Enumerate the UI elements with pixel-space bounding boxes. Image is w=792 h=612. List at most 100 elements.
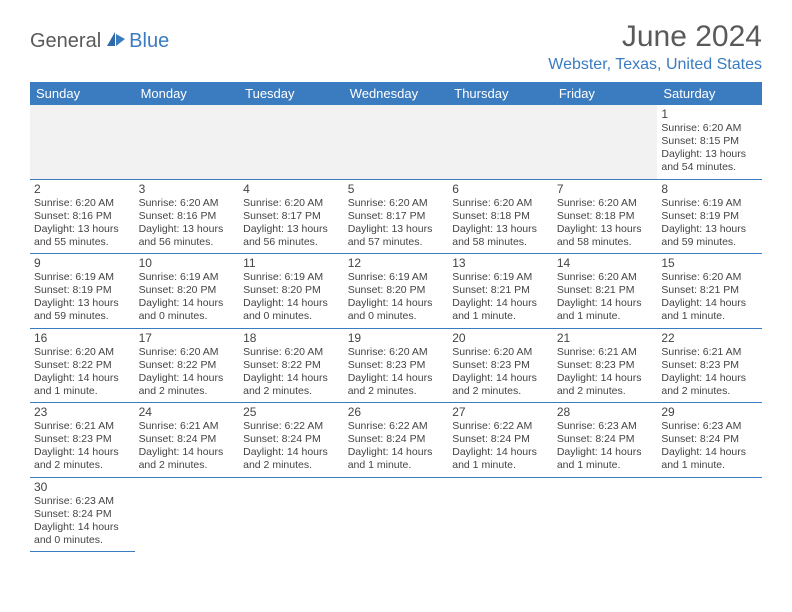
day-number: 20 (452, 331, 549, 345)
sunset-text: Sunset: 8:23 PM (348, 359, 445, 372)
day-info: Sunrise: 6:19 AMSunset: 8:19 PMDaylight:… (661, 197, 758, 250)
calendar-table: Sunday Monday Tuesday Wednesday Thursday… (30, 82, 762, 552)
day-info: Sunrise: 6:19 AMSunset: 8:20 PMDaylight:… (243, 271, 340, 324)
calendar-day-cell: 22Sunrise: 6:21 AMSunset: 8:23 PMDayligh… (657, 328, 762, 403)
calendar-day-cell: 19Sunrise: 6:20 AMSunset: 8:23 PMDayligh… (344, 328, 449, 403)
calendar-body: 1Sunrise: 6:20 AMSunset: 8:15 PMDaylight… (30, 105, 762, 552)
sunset-text: Sunset: 8:24 PM (557, 433, 654, 446)
calendar-day-cell: 17Sunrise: 6:20 AMSunset: 8:22 PMDayligh… (135, 328, 240, 403)
calendar-day-cell (448, 105, 553, 179)
calendar-day-cell: 1Sunrise: 6:20 AMSunset: 8:15 PMDaylight… (657, 105, 762, 179)
calendar-day-cell: 3Sunrise: 6:20 AMSunset: 8:16 PMDaylight… (135, 179, 240, 254)
day-info: Sunrise: 6:20 AMSunset: 8:23 PMDaylight:… (452, 346, 549, 399)
day-info: Sunrise: 6:23 AMSunset: 8:24 PMDaylight:… (34, 495, 131, 548)
day-info: Sunrise: 6:20 AMSunset: 8:21 PMDaylight:… (661, 271, 758, 324)
day-header: Wednesday (344, 82, 449, 105)
day-info: Sunrise: 6:20 AMSunset: 8:23 PMDaylight:… (348, 346, 445, 399)
daylight-text: Daylight: 14 hours and 1 minute. (661, 297, 758, 323)
sunset-text: Sunset: 8:18 PM (557, 210, 654, 223)
day-number: 15 (661, 256, 758, 270)
daylight-text: Daylight: 14 hours and 1 minute. (557, 297, 654, 323)
daylight-text: Daylight: 13 hours and 59 minutes. (661, 223, 758, 249)
sunrise-text: Sunrise: 6:23 AM (557, 420, 654, 433)
calendar-week-row: 30Sunrise: 6:23 AMSunset: 8:24 PMDayligh… (30, 477, 762, 552)
day-info: Sunrise: 6:22 AMSunset: 8:24 PMDaylight:… (348, 420, 445, 473)
day-number: 19 (348, 331, 445, 345)
calendar-day-cell: 23Sunrise: 6:21 AMSunset: 8:23 PMDayligh… (30, 403, 135, 478)
sunset-text: Sunset: 8:22 PM (34, 359, 131, 372)
day-number: 1 (661, 107, 758, 121)
sunset-text: Sunset: 8:23 PM (661, 359, 758, 372)
sunset-text: Sunset: 8:24 PM (34, 508, 131, 521)
sunrise-text: Sunrise: 6:20 AM (661, 271, 758, 284)
calendar-day-cell (239, 477, 344, 552)
month-title: June 2024 (548, 20, 762, 54)
sunrise-text: Sunrise: 6:22 AM (243, 420, 340, 433)
day-info: Sunrise: 6:21 AMSunset: 8:23 PMDaylight:… (557, 346, 654, 399)
day-info: Sunrise: 6:20 AMSunset: 8:18 PMDaylight:… (557, 197, 654, 250)
sunset-text: Sunset: 8:19 PM (661, 210, 758, 223)
calendar-day-cell: 29Sunrise: 6:23 AMSunset: 8:24 PMDayligh… (657, 403, 762, 478)
sunset-text: Sunset: 8:21 PM (452, 284, 549, 297)
sunrise-text: Sunrise: 6:20 AM (243, 197, 340, 210)
sunset-text: Sunset: 8:17 PM (348, 210, 445, 223)
daylight-text: Daylight: 14 hours and 2 minutes. (139, 446, 236, 472)
day-info: Sunrise: 6:20 AMSunset: 8:22 PMDaylight:… (139, 346, 236, 399)
sunrise-text: Sunrise: 6:20 AM (34, 197, 131, 210)
day-info: Sunrise: 6:20 AMSunset: 8:21 PMDaylight:… (557, 271, 654, 324)
day-info: Sunrise: 6:22 AMSunset: 8:24 PMDaylight:… (452, 420, 549, 473)
calendar-day-cell: 5Sunrise: 6:20 AMSunset: 8:17 PMDaylight… (344, 179, 449, 254)
day-header-row: Sunday Monday Tuesday Wednesday Thursday… (30, 82, 762, 105)
day-info: Sunrise: 6:21 AMSunset: 8:23 PMDaylight:… (34, 420, 131, 473)
daylight-text: Daylight: 14 hours and 0 minutes. (34, 521, 131, 547)
day-info: Sunrise: 6:23 AMSunset: 8:24 PMDaylight:… (661, 420, 758, 473)
daylight-text: Daylight: 14 hours and 0 minutes. (243, 297, 340, 323)
sunrise-text: Sunrise: 6:20 AM (557, 197, 654, 210)
sunrise-text: Sunrise: 6:20 AM (139, 197, 236, 210)
calendar-day-cell: 24Sunrise: 6:21 AMSunset: 8:24 PMDayligh… (135, 403, 240, 478)
sunset-text: Sunset: 8:24 PM (348, 433, 445, 446)
sunrise-text: Sunrise: 6:21 AM (557, 346, 654, 359)
daylight-text: Daylight: 14 hours and 2 minutes. (243, 372, 340, 398)
day-number: 4 (243, 182, 340, 196)
daylight-text: Daylight: 13 hours and 54 minutes. (661, 148, 758, 174)
calendar-week-row: 23Sunrise: 6:21 AMSunset: 8:23 PMDayligh… (30, 403, 762, 478)
sunrise-text: Sunrise: 6:21 AM (661, 346, 758, 359)
calendar-day-cell: 14Sunrise: 6:20 AMSunset: 8:21 PMDayligh… (553, 254, 658, 329)
day-info: Sunrise: 6:21 AMSunset: 8:23 PMDaylight:… (661, 346, 758, 399)
day-number: 14 (557, 256, 654, 270)
sunrise-text: Sunrise: 6:20 AM (139, 346, 236, 359)
sunset-text: Sunset: 8:18 PM (452, 210, 549, 223)
daylight-text: Daylight: 14 hours and 2 minutes. (348, 372, 445, 398)
daylight-text: Daylight: 14 hours and 0 minutes. (139, 297, 236, 323)
sunset-text: Sunset: 8:24 PM (452, 433, 549, 446)
calendar-week-row: 2Sunrise: 6:20 AMSunset: 8:16 PMDaylight… (30, 179, 762, 254)
daylight-text: Daylight: 14 hours and 2 minutes. (557, 372, 654, 398)
sunrise-text: Sunrise: 6:19 AM (661, 197, 758, 210)
sunset-text: Sunset: 8:22 PM (243, 359, 340, 372)
calendar-day-cell: 18Sunrise: 6:20 AMSunset: 8:22 PMDayligh… (239, 328, 344, 403)
calendar-day-cell (135, 477, 240, 552)
day-info: Sunrise: 6:19 AMSunset: 8:19 PMDaylight:… (34, 271, 131, 324)
calendar-day-cell (344, 105, 449, 179)
calendar-day-cell (239, 105, 344, 179)
day-number: 7 (557, 182, 654, 196)
day-number: 13 (452, 256, 549, 270)
sunset-text: Sunset: 8:20 PM (348, 284, 445, 297)
calendar-day-cell: 30Sunrise: 6:23 AMSunset: 8:24 PMDayligh… (30, 477, 135, 552)
logo-text-blue: Blue (129, 30, 169, 53)
calendar-day-cell: 16Sunrise: 6:20 AMSunset: 8:22 PMDayligh… (30, 328, 135, 403)
day-number: 30 (34, 480, 131, 494)
daylight-text: Daylight: 13 hours and 59 minutes. (34, 297, 131, 323)
sunrise-text: Sunrise: 6:22 AM (348, 420, 445, 433)
calendar-day-cell: 25Sunrise: 6:22 AMSunset: 8:24 PMDayligh… (239, 403, 344, 478)
day-header: Saturday (657, 82, 762, 105)
calendar-day-cell: 26Sunrise: 6:22 AMSunset: 8:24 PMDayligh… (344, 403, 449, 478)
day-number: 2 (34, 182, 131, 196)
day-number: 23 (34, 405, 131, 419)
logo: General Blue (30, 20, 169, 53)
day-header: Monday (135, 82, 240, 105)
sunset-text: Sunset: 8:16 PM (139, 210, 236, 223)
daylight-text: Daylight: 14 hours and 2 minutes. (661, 372, 758, 398)
day-number: 9 (34, 256, 131, 270)
